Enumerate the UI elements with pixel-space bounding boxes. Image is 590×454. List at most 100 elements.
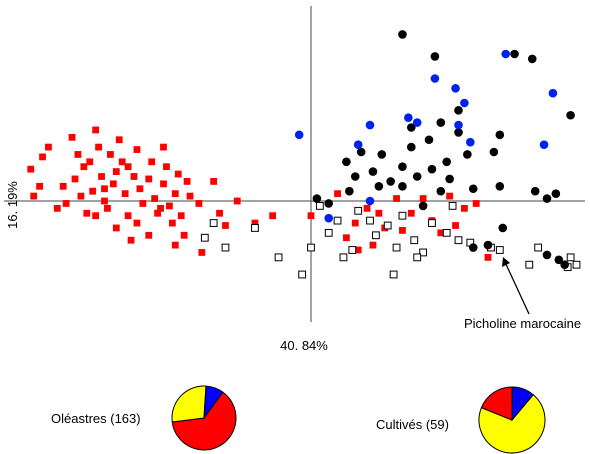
data-point-filled-square-0-29 xyxy=(133,146,141,153)
data-point-filled-circle-2-21 xyxy=(412,172,422,181)
data-point-filled-square-0-44 xyxy=(174,170,182,178)
data-point-filled-square-0-68 xyxy=(419,195,427,202)
pie-cultives-label: Cultivés (59) xyxy=(376,417,449,432)
data-point-filled-circle-2-4 xyxy=(566,110,575,120)
data-point-filled-circle-3-11 xyxy=(539,140,549,149)
data-point-filled-circle-2-16 xyxy=(342,157,351,167)
data-point-filled-circle-2-9 xyxy=(489,147,499,157)
data-point-filled-square-0-71 xyxy=(452,222,459,229)
data-point-filled-circle-2-24 xyxy=(463,150,472,159)
data-point-filled-square-0-70 xyxy=(437,229,445,237)
data-point-open-square-1-16 xyxy=(428,219,436,227)
data-point-filled-circle-2-33 xyxy=(495,182,505,191)
data-point-filled-square-0-31 xyxy=(136,185,144,193)
data-point-open-square-1-2 xyxy=(251,224,259,232)
data-point-filled-circle-2-37 xyxy=(498,223,508,233)
data-point-filled-square-0-30 xyxy=(130,173,138,180)
data-point-filled-circle-2-29 xyxy=(345,186,354,196)
data-point-open-square-1-33 xyxy=(315,202,324,210)
data-point-filled-square-0-49 xyxy=(186,192,194,200)
data-point-open-square-1-1 xyxy=(221,243,230,252)
data-point-filled-square-0-22 xyxy=(104,204,111,212)
data-point-filled-circle-2-6 xyxy=(495,130,505,140)
data-point-filled-circle-2-28 xyxy=(374,182,384,191)
data-point-filled-circle-3-4 xyxy=(454,120,463,130)
data-point-filled-circle-2-8 xyxy=(454,128,463,137)
data-point-filled-square-0-19 xyxy=(92,212,100,220)
data-point-filled-square-0-27 xyxy=(124,212,132,220)
data-point-filled-square-0-78 xyxy=(124,163,132,171)
data-point-filled-circle-3-12 xyxy=(466,137,475,147)
data-point-filled-square-0-25 xyxy=(112,168,120,175)
data-point-filled-circle-2-7 xyxy=(436,118,446,127)
scatter-points xyxy=(27,30,581,279)
data-point-filled-circle-2-30 xyxy=(324,199,334,208)
data-point-filled-circle-3-5 xyxy=(404,113,413,122)
data-point-filled-square-0-38 xyxy=(145,231,153,239)
annotation-arrow-line xyxy=(504,261,530,315)
data-point-filled-square-0-34 xyxy=(148,158,156,166)
data-point-open-square-1-18 xyxy=(454,236,463,245)
data-point-filled-square-0-77 xyxy=(59,182,67,190)
pie-cultives-slice-1 xyxy=(480,386,513,421)
data-point-filled-square-0-79 xyxy=(157,204,164,212)
data-point-filled-square-0-15 xyxy=(86,158,94,166)
data-point-filled-circle-2-27 xyxy=(418,201,428,211)
data-point-filled-square-0-75 xyxy=(127,236,135,244)
data-point-filled-square-0-35 xyxy=(145,175,153,183)
data-point-filled-square-0-55 xyxy=(222,222,229,229)
data-point-filled-square-0-20 xyxy=(107,151,114,158)
data-point-open-square-1-0 xyxy=(209,219,218,227)
data-point-filled-circle-2-13 xyxy=(398,162,407,171)
data-point-filled-circle-2-42 xyxy=(483,240,493,250)
data-point-filled-square-0-73 xyxy=(472,200,480,207)
data-point-filled-circle-2-19 xyxy=(386,177,395,186)
data-point-filled-square-0-52 xyxy=(198,249,206,256)
data-point-open-square-1-25 xyxy=(413,253,422,262)
data-point-filled-square-0-56 xyxy=(233,197,241,205)
data-point-filled-circle-3-9 xyxy=(294,130,304,140)
data-point-open-square-1-4 xyxy=(307,243,315,252)
data-point-open-square-1-5 xyxy=(324,228,333,237)
data-point-filled-square-0-50 xyxy=(180,231,188,239)
data-point-filled-square-0-82 xyxy=(354,246,362,254)
data-point-filled-square-0-74 xyxy=(484,253,492,261)
data-point-filled-square-0-7 xyxy=(74,151,82,158)
data-point-filled-circle-3-1 xyxy=(430,74,440,83)
data-point-filled-square-0-61 xyxy=(343,234,350,242)
data-point-filled-circle-2-17 xyxy=(350,172,360,181)
data-point-filled-circle-2-41 xyxy=(542,250,552,260)
data-point-open-square-1-22 xyxy=(566,253,575,262)
data-point-filled-square-0-39 xyxy=(160,143,167,151)
data-point-filled-square-0-83 xyxy=(446,192,454,200)
data-point-filled-circle-2-12 xyxy=(407,142,416,152)
data-point-filled-square-0-57 xyxy=(251,219,259,227)
data-point-filled-circle-3-6 xyxy=(412,118,422,127)
pie-cultives xyxy=(478,386,546,454)
data-point-filled-square-0-4 xyxy=(30,192,38,200)
axes xyxy=(4,6,585,322)
data-point-filled-square-0-33 xyxy=(133,219,141,227)
data-point-filled-square-0-51 xyxy=(195,200,203,207)
data-point-filled-circle-2-10 xyxy=(424,135,434,145)
data-point-open-square-1-8 xyxy=(354,206,363,215)
data-point-filled-circle-2-31 xyxy=(312,194,322,203)
data-point-filled-square-0-11 xyxy=(62,200,70,207)
data-point-filled-square-0-2 xyxy=(27,165,35,173)
data-point-open-square-1-29 xyxy=(389,270,398,279)
data-point-open-square-1-30 xyxy=(495,246,504,254)
data-point-filled-circle-2-18 xyxy=(368,167,378,176)
data-point-filled-square-0-1 xyxy=(39,153,46,161)
data-point-filled-square-0-67 xyxy=(399,227,406,234)
data-point-filled-circle-2-14 xyxy=(377,150,387,159)
data-point-filled-square-0-32 xyxy=(139,200,147,207)
data-point-filled-square-0-12 xyxy=(83,209,91,217)
data-point-filled-circle-2-2 xyxy=(510,49,519,59)
pie-cultives-slice-2 xyxy=(511,386,534,422)
data-point-filled-circle-2-38 xyxy=(554,255,564,265)
data-point-filled-square-0-72 xyxy=(461,204,468,212)
data-point-filled-square-0-59 xyxy=(307,212,315,220)
x-axis-label: 40. 84% xyxy=(280,338,328,353)
data-point-filled-square-0-28 xyxy=(112,224,120,232)
